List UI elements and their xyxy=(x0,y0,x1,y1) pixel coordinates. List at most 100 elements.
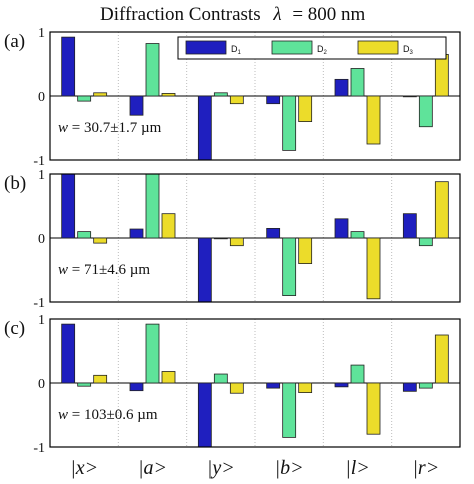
bar-d1 xyxy=(402,213,417,239)
width-value: = 71±4.6 µm xyxy=(68,262,150,278)
bar-d2 xyxy=(350,231,365,239)
width-value: = 30.7±1.7 µm xyxy=(68,120,162,136)
panel-label: (c) xyxy=(4,318,25,339)
legend-label-base: D xyxy=(317,44,324,54)
width-symbol: w xyxy=(58,120,68,136)
bar-d2 xyxy=(77,231,92,239)
bar-d3 xyxy=(298,237,313,265)
bar-d1 xyxy=(334,382,349,388)
bar-d2 xyxy=(418,382,433,389)
bar-d2 xyxy=(418,237,433,247)
bar-d2 xyxy=(213,373,228,384)
title-suffix: = 800 nm xyxy=(292,4,365,25)
bar-d1 xyxy=(61,36,76,97)
legend-label-base: D xyxy=(231,44,238,54)
panel-label: (a) xyxy=(4,31,25,52)
y-tick-label: -1 xyxy=(33,154,45,169)
bar-d1 xyxy=(129,228,144,239)
bar-d3 xyxy=(93,92,108,97)
bar-d1 xyxy=(402,95,417,98)
bar-d3 xyxy=(161,93,176,97)
bar-d1 xyxy=(61,323,76,384)
bar-d2 xyxy=(145,323,160,384)
width-annotation: w = 71±4.6 µm xyxy=(58,262,150,278)
legend-label-base: D xyxy=(403,44,410,54)
category-label: |r> xyxy=(412,457,439,479)
title-prefix: Diffraction Contrasts xyxy=(100,4,261,25)
y-tick-label: 1 xyxy=(38,26,45,41)
bar-d2 xyxy=(282,95,297,151)
y-tick-label: 1 xyxy=(38,313,45,328)
y-tick-label: 0 xyxy=(38,377,45,392)
category-label: |y> xyxy=(207,457,235,479)
y-tick-label: -1 xyxy=(33,296,45,311)
width-symbol: w xyxy=(58,262,68,278)
legend-label-sub: 3 xyxy=(410,50,414,56)
bar-d1 xyxy=(197,382,212,448)
panel-1: 1 0 -1 (b) w = 71±4.6 µm xyxy=(4,168,461,311)
category-label: |l> xyxy=(345,457,370,479)
width-annotation: w = 30.7±1.7 µm xyxy=(58,120,162,136)
width-symbol: w xyxy=(58,407,68,423)
bar-d3 xyxy=(434,181,449,239)
bar-d1 xyxy=(334,218,349,239)
bar-d3 xyxy=(93,237,108,244)
bar-d1 xyxy=(266,95,281,105)
bar-d1 xyxy=(266,227,281,239)
y-tick-label: 0 xyxy=(38,232,45,247)
legend-label: D2 xyxy=(317,44,328,56)
legend-label: D3 xyxy=(403,44,414,56)
legend-label-sub: 2 xyxy=(324,50,328,56)
bar-d3 xyxy=(93,374,108,384)
bar-d2 xyxy=(145,43,160,97)
bar-d2 xyxy=(350,364,365,384)
legend-swatch xyxy=(271,40,313,55)
bar-d2 xyxy=(77,95,92,102)
bar-d3 xyxy=(161,371,176,384)
bar-d1 xyxy=(266,382,281,389)
bar-d3 xyxy=(366,95,381,145)
bar-d2 xyxy=(282,237,297,296)
bar-d3 xyxy=(229,95,244,105)
panel-2: 1 0 -1 (c) w = 103±0.6 µm xyxy=(4,313,461,456)
bar-d3 xyxy=(298,95,313,123)
bar-d1 xyxy=(61,173,76,239)
width-annotation: w = 103±0.6 µm xyxy=(58,407,158,423)
bar-d3 xyxy=(229,237,244,247)
panel-label: (b) xyxy=(4,173,26,194)
title-lambda: λ xyxy=(272,4,281,25)
bar-d2 xyxy=(282,382,297,438)
bar-d1 xyxy=(402,382,417,392)
y-tick-label: 0 xyxy=(38,90,45,105)
bar-d1 xyxy=(197,95,212,161)
bar-d2 xyxy=(145,173,160,239)
category-label: |a> xyxy=(138,457,167,479)
legend-swatch xyxy=(185,40,227,55)
bar-d3 xyxy=(366,237,381,300)
bar-d2 xyxy=(418,95,433,128)
bar-d3 xyxy=(434,54,449,97)
bar-d2 xyxy=(77,382,92,387)
category-label: |x> xyxy=(70,457,98,479)
bar-d1 xyxy=(129,95,144,116)
bar-d2 xyxy=(213,92,228,97)
legend-label: D1 xyxy=(231,44,242,56)
bar-d3 xyxy=(229,382,244,394)
y-tick-label: -1 xyxy=(33,441,45,456)
bar-d1 xyxy=(197,237,212,303)
y-tick-label: 1 xyxy=(38,168,45,183)
bar-d3 xyxy=(298,382,313,394)
bar-d1 xyxy=(129,382,144,392)
legend: D1 D2 D3 xyxy=(177,36,447,60)
bar-d3 xyxy=(161,213,176,239)
category-label: |b> xyxy=(275,457,304,479)
bar-d3 xyxy=(366,382,381,435)
bar-d2 xyxy=(350,68,365,97)
bar-d2 xyxy=(213,237,228,240)
width-value: = 103±0.6 µm xyxy=(68,407,158,423)
bar-d3 xyxy=(434,334,449,384)
legend-swatch xyxy=(357,40,399,55)
chart-title: Diffraction Contrasts λ = 800 nm xyxy=(100,4,366,25)
